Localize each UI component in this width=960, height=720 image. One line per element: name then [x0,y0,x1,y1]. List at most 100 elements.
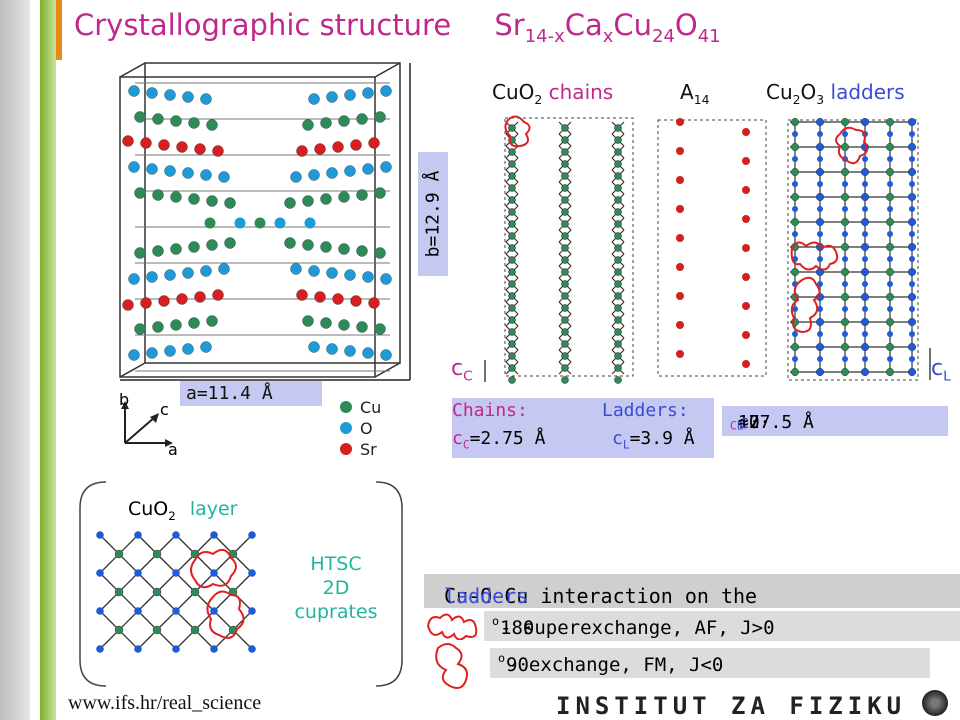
ladder-atom [886,317,895,326]
footer-url[interactable]: www.ifs.hr/real_science [68,692,262,714]
crystal-atom [182,267,194,279]
chain-cu-atom [508,316,516,324]
ladder-atom [861,292,870,301]
chain-cu-atom [614,352,622,360]
crystal-atom [140,297,152,309]
ladder-atom [841,168,850,177]
chain-cu-atom [561,148,569,156]
crystal-atom [284,197,296,209]
ladder-atom [791,342,800,351]
layer-o-atom [172,607,180,615]
legend-cu: Cu [360,398,382,417]
chain-cu-atom [561,172,569,180]
ladder-o-atom [909,306,915,312]
chain-cu-atom [614,376,622,384]
ladder-atom [841,317,850,326]
ladder-atom [908,342,917,351]
chain-cu-atom [614,316,622,324]
ladder-atom [908,192,917,201]
layer-o-atom [210,569,218,577]
chain-cu-atom [561,196,569,204]
chain-cu-atom [614,184,622,192]
crystal-atom [152,321,164,333]
a14-atom [742,273,750,281]
chain-cu-atom [508,148,516,156]
crystal-atom [320,317,332,329]
ladder-atom [861,242,870,251]
ladder-o-atom [887,131,893,137]
layer-o-atom [248,645,256,653]
crystal-atom [152,189,164,201]
exchange-row: 90 o - exchange, FM, J<0 [490,648,930,678]
crystal-atom [188,193,200,205]
ladder-atom [908,368,917,377]
ladder-o-atom [817,181,823,187]
crystal-atom [356,321,368,333]
layer-o-atom [248,607,256,615]
chain-cu-atom [614,304,622,312]
layer-cu-atom [190,587,200,597]
layer-o-atom [96,569,104,577]
ladder-o-atom [909,256,915,262]
cell-edge [374,62,401,78]
layer-o-atom [96,607,104,615]
crystal-atom [362,87,374,99]
crystal-atom [308,93,320,105]
crystal-atom [332,141,344,153]
ladder-atom [841,242,850,251]
chain-cu-atom [614,256,622,264]
ladder-o-atom [909,181,915,187]
ladder-atom [908,317,917,326]
crystal-atom [170,115,182,127]
crystal-atom [128,273,140,285]
chain-cu-atom [508,292,516,300]
title-formula: Sr14-xCaxCu24O41 [494,8,721,47]
layer-o-atom [134,645,142,653]
crystal-atom [338,243,350,255]
ladder-o-atom [842,206,848,212]
crystal-atom [128,349,140,361]
ladder-o-atom [842,181,848,187]
chain-cu-atom [508,208,516,216]
crystal-atom [296,145,308,157]
chain-cu-atom [561,280,569,288]
crystal-atom [194,291,206,303]
ladder-o-atom [817,131,823,137]
crystal-atom [200,341,212,353]
crystal-atom [362,347,374,359]
ladder-o-atom [842,131,848,137]
ladder-atom [816,143,825,152]
chain-cu-atom [561,208,569,216]
chain-cu-atom [614,172,622,180]
crystal-atom [206,195,218,207]
crystal-atom [320,193,332,205]
ladder-atom [841,292,850,301]
chain-cu-atom [508,256,516,264]
a14-atom [742,186,750,194]
crystal-atom [344,269,356,281]
crystal-atom [146,163,158,175]
chain-cu-atom [508,364,516,372]
chain-cu-atom [561,220,569,228]
chain-cu-atom [561,136,569,144]
chain-cu-atom [508,220,516,228]
slide-title: Crystallographic structure Sr14-xCaxCu24… [74,8,721,47]
ladder-af-loop [790,241,839,271]
crystal-atom [284,237,296,249]
ladder-atom [841,143,850,152]
ladder-atom [816,117,825,126]
cell-edge [119,62,146,78]
ladder-atom [791,168,800,177]
chain-cu-atom [614,292,622,300]
crystal-atom [218,171,230,183]
chain-cu-atom [614,244,622,252]
ladder-o-atom [887,156,893,162]
ladder-atom [886,242,895,251]
left-decor-bar [0,0,30,720]
crystal-atom [218,263,230,275]
chain-cu-atom [614,220,622,228]
ladder-atom [886,192,895,201]
ladder-o-atom [862,206,868,212]
crystal-atom [344,89,356,101]
layer-o-atom [172,531,180,539]
